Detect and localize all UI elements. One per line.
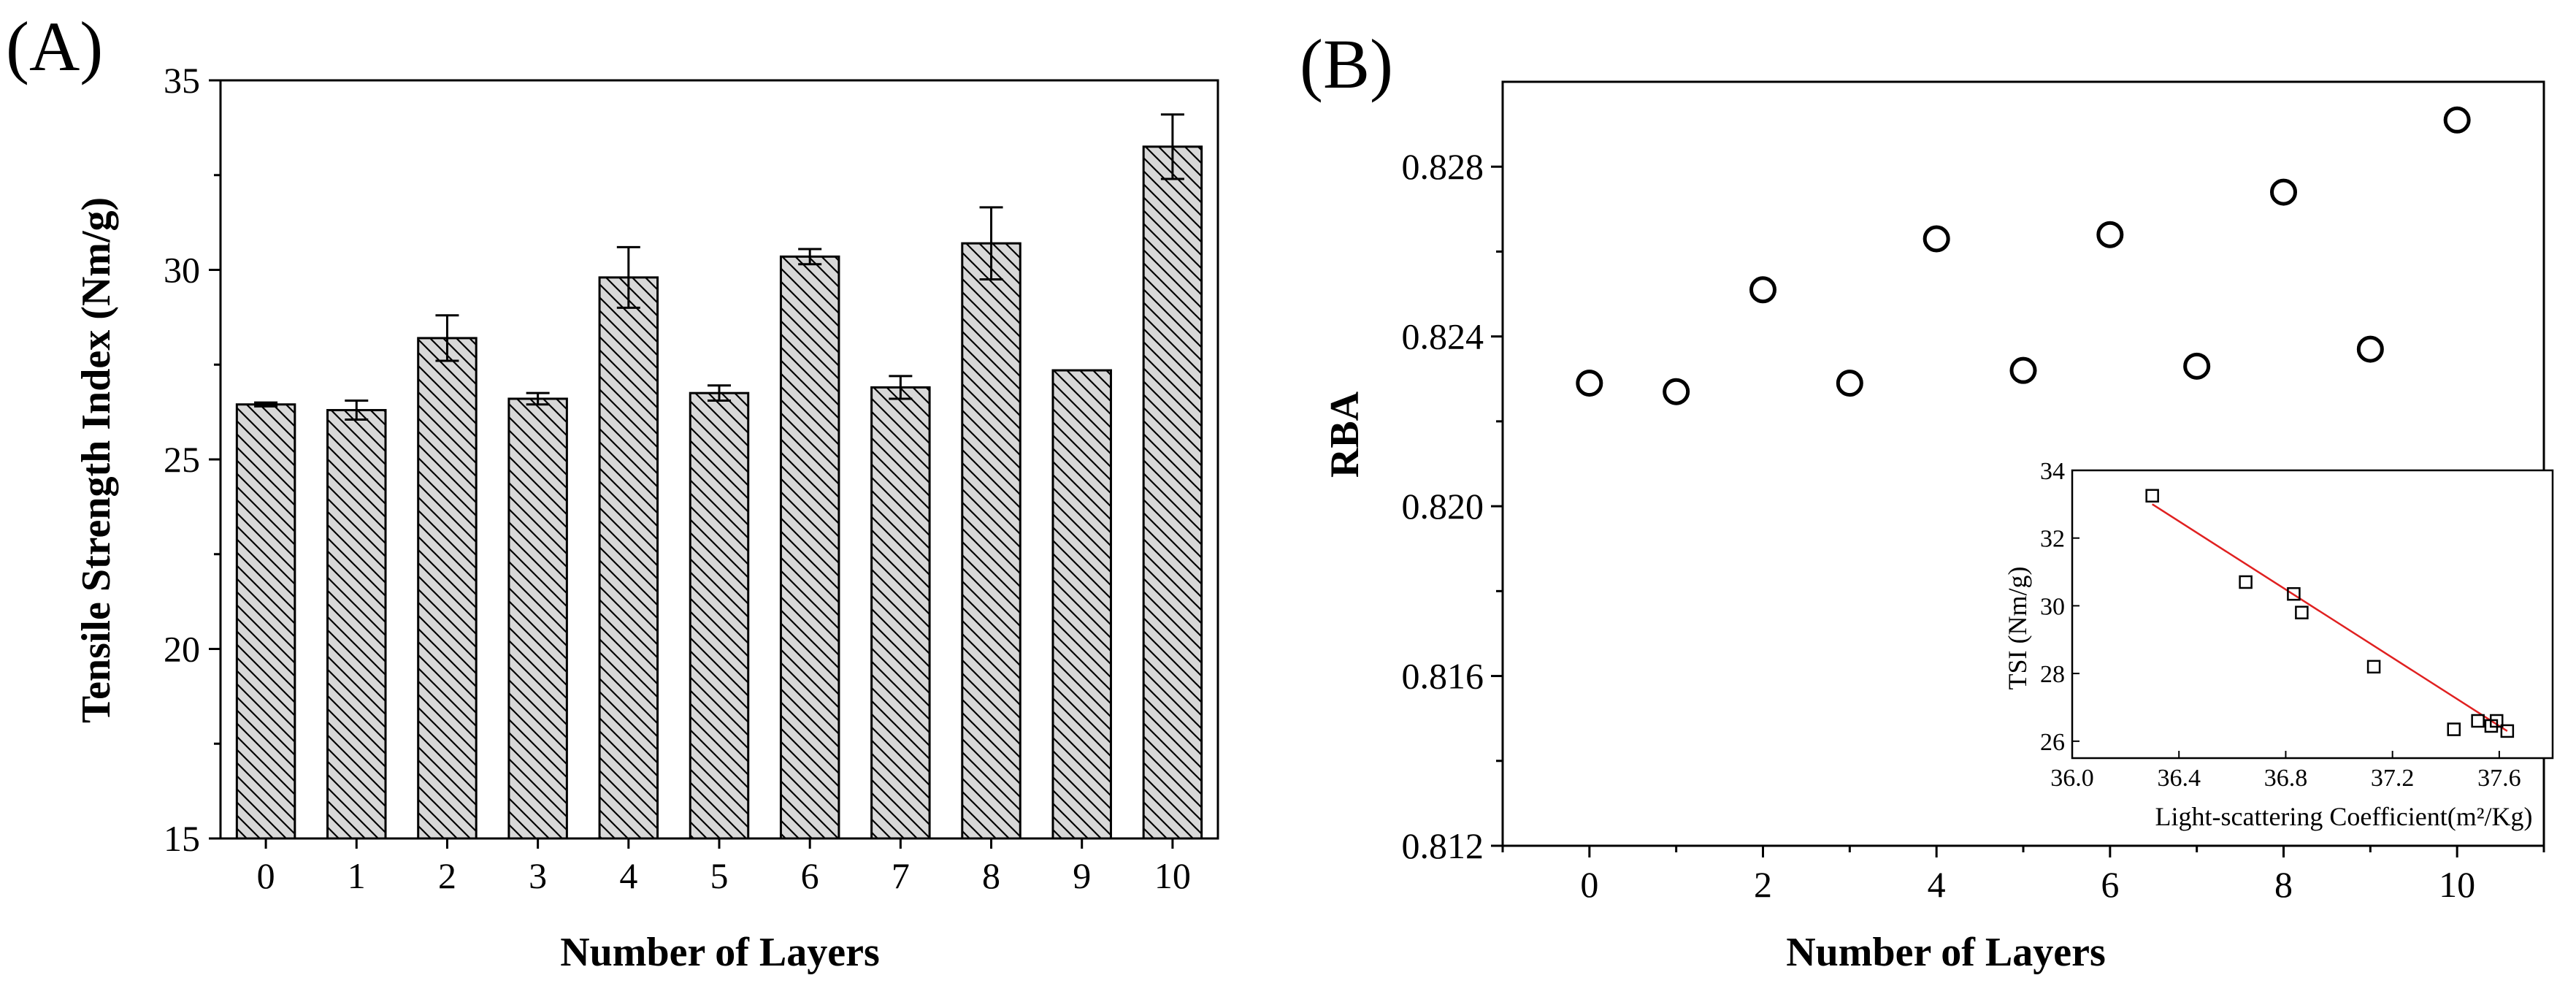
panel-a-chart: 0 1 2 3 4 5 6 7 8 9 10 15 20 25 30 35 — [164, 60, 1219, 896]
bar-10 — [1142, 145, 1203, 840]
x-tick-label-1: 1 — [348, 855, 366, 896]
point-layer-5 — [2009, 356, 2037, 384]
inset-x-tick-label-37.6: 37.6 — [2477, 765, 2521, 792]
inset-point — [2489, 714, 2504, 728]
point-layer-2 — [1749, 276, 1776, 304]
inset-point — [2447, 722, 2461, 736]
bar-0 — [235, 403, 296, 840]
inset-frame — [2071, 469, 2554, 760]
point-layer-4 — [1923, 225, 1950, 253]
b-y-tick-label-0.824: 0.824 — [1402, 316, 1484, 357]
point-layer-0 — [1576, 370, 1603, 397]
inset-y-tick-label-30: 30 — [2040, 593, 2065, 620]
x-tick-label-8: 8 — [982, 855, 1000, 896]
inset-y-tick-label-26: 26 — [2040, 729, 2065, 756]
x-tick-label-7: 7 — [892, 855, 910, 896]
inset-y-tick-label-34: 34 — [2040, 458, 2065, 485]
x-tick-label-3: 3 — [529, 855, 547, 896]
bar-8 — [961, 242, 1021, 840]
inset-y-tick-label-32: 32 — [2040, 526, 2065, 553]
bar-1 — [326, 409, 387, 840]
x-tick-label-6: 6 — [801, 855, 819, 896]
x-tick-label-10: 10 — [1154, 855, 1191, 896]
inset-point — [2239, 575, 2253, 589]
b-y-tick-label-0.828: 0.828 — [1402, 146, 1484, 187]
b-y-tick-label-0.812: 0.812 — [1402, 825, 1484, 866]
b-x-tick-label-4: 4 — [1928, 864, 1946, 905]
y-tick-label-15: 15 — [164, 818, 200, 859]
b-x-tick-label-2: 2 — [1754, 864, 1772, 905]
b-x-tick-label-6: 6 — [2101, 864, 2119, 905]
panel-b-label: (B) — [1300, 25, 1393, 103]
inset-point — [2366, 660, 2381, 674]
point-layer-3 — [1836, 370, 1863, 397]
point-layer-10 — [2443, 106, 2471, 134]
bar-5 — [689, 391, 750, 840]
inset-point — [2500, 724, 2515, 738]
b-y-tick-label-0.816: 0.816 — [1402, 656, 1484, 697]
bar-4 — [598, 276, 659, 840]
panel-a-label: (A) — [6, 7, 103, 85]
inset-fit-line — [2151, 503, 2508, 732]
point-layer-6 — [2096, 221, 2124, 248]
x-tick-label-4: 4 — [619, 855, 637, 896]
point-layer-1 — [1663, 378, 1690, 405]
panel-a-ylabel: Tensile Strength Index (Nm/g) — [74, 197, 119, 723]
panel-b-xlabel: Number of Layers — [1786, 930, 2106, 975]
panel-b-inset: 36.0 36.4 36.8 37.2 37.6 26 28 30 32 34 — [2040, 458, 2554, 792]
inset-x-tick-label-36.0: 36.0 — [2050, 765, 2094, 792]
bar-3 — [507, 397, 568, 840]
inset-x-tick-label-36.8: 36.8 — [2264, 765, 2308, 792]
point-layer-8 — [2270, 178, 2297, 206]
y-tick-label-20: 20 — [164, 629, 200, 670]
y-tick-label-25: 25 — [164, 439, 200, 480]
bar-7 — [870, 386, 931, 840]
x-tick-label-5: 5 — [710, 855, 729, 896]
b-y-tick-label-0.820: 0.820 — [1402, 486, 1484, 527]
panel-a-frame — [219, 79, 1219, 840]
bar-6 — [779, 255, 840, 840]
x-tick-label-2: 2 — [438, 855, 456, 896]
b-x-tick-label-10: 10 — [2439, 864, 2475, 905]
panel-b-chart: 0 2 4 6 8 10 0.812 0.816 0.820 0.824 0.828 — [1402, 80, 2545, 905]
panel-b-ylabel: RBA — [1322, 391, 1368, 478]
x-tick-label-0: 0 — [257, 855, 275, 896]
inset-ylabel: TSI (Nm/g) — [2003, 567, 2032, 690]
b-x-tick-label-8: 8 — [2274, 864, 2293, 905]
y-tick-label-35: 35 — [164, 60, 200, 101]
b-x-tick-label-0: 0 — [1580, 864, 1598, 905]
y-tick-label-30: 30 — [164, 250, 200, 291]
inset-point — [2145, 489, 2159, 503]
inset-y-tick-label-28: 28 — [2040, 661, 2065, 688]
inset-x-tick-label-36.4: 36.4 — [2157, 765, 2201, 792]
inset-xlabel: Light-scattering Coefficient(m²/Kg) — [2155, 802, 2533, 831]
bar-9 — [1051, 369, 1112, 840]
inset-point — [2295, 605, 2309, 619]
inset-x-tick-label-37.2: 37.2 — [2371, 765, 2415, 792]
bar-2 — [417, 337, 478, 840]
point-layer-9 — [2356, 335, 2384, 363]
inset-point — [2287, 586, 2301, 601]
point-layer-7 — [2183, 352, 2211, 380]
x-tick-label-9: 9 — [1073, 855, 1091, 896]
inset-point — [2471, 714, 2485, 728]
panel-a-xlabel: Number of Layers — [560, 930, 880, 975]
